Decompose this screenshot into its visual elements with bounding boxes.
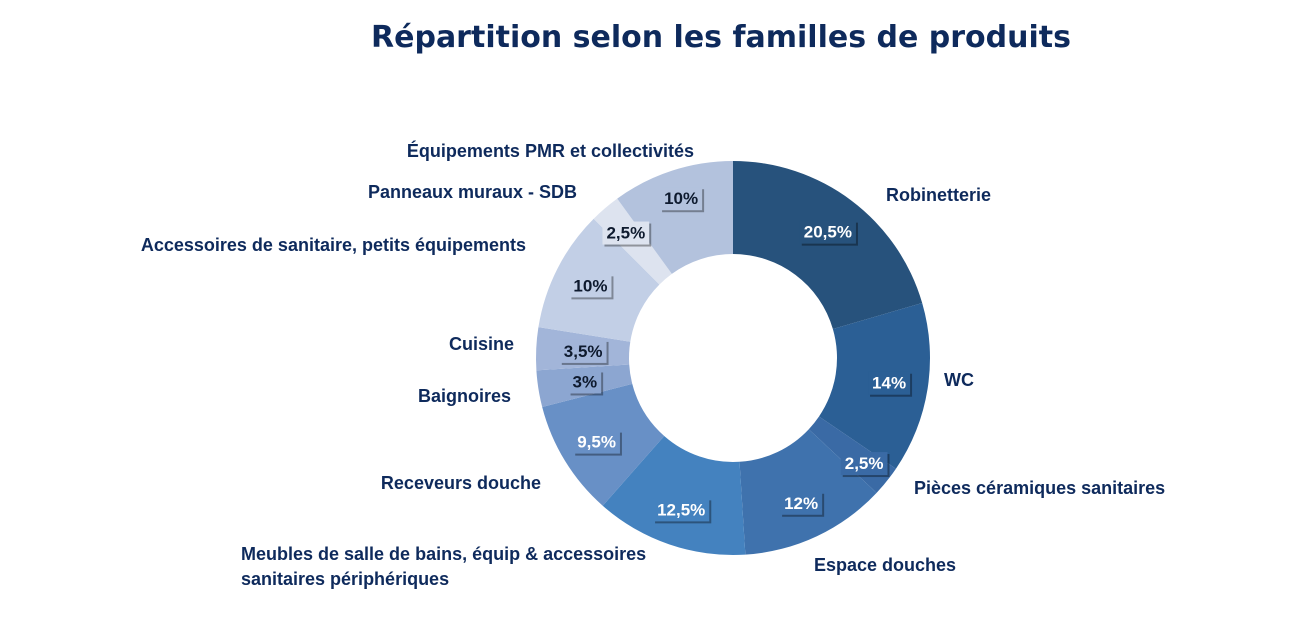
value-label-box: [660, 187, 703, 211]
value-labels: 20,5% 14% 2,5% 12% 12,5% 9,5% 3% 3,5% 10% 2,5% 10%: [559, 187, 913, 524]
category-label-equipements-pmr-et-collectivites: Équipements PMR et collectivités: [407, 140, 694, 161]
value-label-box: [573, 430, 620, 454]
value-label-box: [602, 221, 650, 245]
value-label-box: [780, 491, 823, 515]
category-label-espace-douches: Espace douches: [814, 555, 956, 575]
value-label: 2,5%: [606, 224, 645, 243]
value-label: 2,5%: [845, 454, 884, 473]
category-label-meubles-de-salle-de-bains-equip-accessoires-sanitaires-peripheriques: Meubles de salle de bains, équip & acces…: [241, 544, 646, 589]
value-label-box: [799, 220, 856, 244]
category-label-accessoires-de-sanitaire-petits-equipements: Accessoires de sanitaire, petits équipem…: [141, 235, 526, 255]
value-label: 9,5%: [577, 433, 616, 452]
slice-robinetterie: [733, 161, 923, 329]
value-label-box: [569, 274, 612, 298]
category-label-line: Meubles de salle de bains, équip & acces…: [241, 544, 646, 564]
value-label-box: [653, 498, 710, 522]
value-label: 10%: [573, 276, 607, 295]
category-label-robinetterie: Robinetterie: [886, 185, 991, 205]
value-label: 14%: [872, 374, 906, 393]
value-label: 20,5%: [804, 223, 852, 242]
category-labels: Robinetterie WC Pièces céramiques sanitair…: [141, 140, 1165, 589]
value-label-box: [868, 371, 911, 395]
chart-title: Répartition selon les familles de produi…: [371, 20, 1071, 55]
category-label-panneaux-muraux-sdb: Panneaux muraux - SDB: [368, 182, 577, 202]
value-label: 3,5%: [564, 342, 603, 361]
category-label-baignoires: Baignoires: [418, 386, 511, 406]
category-label-pieces-ceramiques-sanitaires: Pièces céramiques sanitaires: [914, 478, 1165, 498]
value-label: 12,5%: [657, 500, 705, 519]
category-label-line: sanitaires périphériques: [241, 569, 449, 589]
value-label: 12%: [784, 494, 818, 513]
category-label-wc: WC: [944, 370, 974, 390]
category-label-receveurs-douche: Receveurs douche: [381, 473, 541, 493]
value-label-box: [559, 339, 607, 363]
value-label: 10%: [664, 189, 698, 208]
slice-meubles-de-salle-de-bains-equip-accessoires-sanitaires-peripheriques: [602, 436, 746, 555]
value-label-box: [568, 370, 602, 394]
category-label-cuisine: Cuisine: [449, 334, 514, 354]
value-label: 3%: [573, 372, 598, 391]
slice-equipements-pmr-et-collectivites: [617, 161, 733, 274]
value-label-box: [840, 452, 888, 476]
